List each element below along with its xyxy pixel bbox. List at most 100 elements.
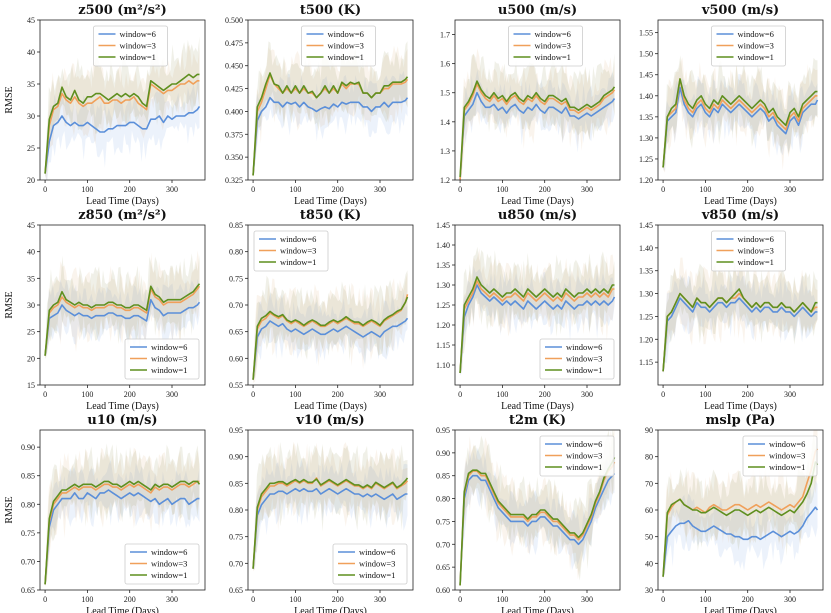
series-line-window-3: [459, 461, 616, 586]
y-tick-label: 1.10: [436, 361, 450, 370]
x-tick-label: 0: [458, 390, 462, 399]
subplot-title: t2m (K): [509, 413, 566, 428]
y-tick-label: 1.55: [639, 29, 653, 38]
x-tick-label: 0: [458, 595, 462, 604]
legend-label: window=6: [738, 234, 774, 244]
series-line-window-3: [459, 280, 615, 374]
band-window-6: [253, 70, 408, 177]
axes-frame: [454, 429, 621, 591]
legend-box: [711, 230, 786, 272]
x-tick-label: 300: [784, 595, 796, 604]
series-line-window-6: [44, 489, 200, 585]
band-window-3: [45, 447, 200, 587]
x-tick-label: 300: [374, 185, 386, 194]
y-tick-label: 1.15: [436, 341, 450, 350]
y-tick-label: 0.80: [229, 506, 243, 515]
y-tick-label: 1.20: [639, 176, 653, 185]
y-tick-label: 1.40: [639, 92, 653, 101]
y-tick-label: 0.400: [225, 107, 243, 116]
y-tick-label: 1.5: [440, 89, 450, 98]
y-tick-label: 1.20: [639, 335, 653, 344]
band-window-6: [663, 271, 818, 375]
x-axis-label: Lead Time (Days): [294, 606, 367, 613]
band-window-1: [253, 442, 408, 570]
legend-label: window=3: [566, 451, 602, 461]
y-tick-label: 1.20: [436, 321, 450, 330]
x-tick-label: 0: [43, 390, 47, 399]
plot-area: [44, 250, 201, 359]
y-tick-label: 1.45: [639, 71, 653, 80]
subplot-title: t500 (K): [300, 3, 361, 18]
x-tick-label: 100: [496, 595, 508, 604]
plot-area: [459, 48, 616, 180]
x-tick-label: 0: [251, 185, 255, 194]
plot-area: [44, 443, 201, 587]
series-line-window-1: [44, 480, 201, 585]
series-line-window-6: [662, 506, 819, 577]
legend-box: [539, 435, 615, 477]
subplot-8: u10 (m/s) 0.65 0.70 0.75 0.80 0.85 0.90 0 100 200…: [4, 413, 206, 613]
y-tick-label: 0.475: [225, 39, 243, 48]
plot-area: [459, 246, 616, 376]
x-axis-label: Lead Time (Days): [501, 606, 574, 613]
legend-label: window=6: [280, 234, 316, 244]
y-tick-label: 0.350: [225, 153, 243, 162]
legend-label: window=3: [535, 41, 571, 51]
series-line-window-3: [459, 83, 616, 180]
y-tick-label: 0.60: [436, 586, 450, 595]
y-tick-label: 1.35: [436, 261, 450, 270]
x-tick-label: 200: [742, 390, 754, 399]
band-window-1: [663, 435, 818, 580]
y-tick-label: 1.3: [440, 147, 450, 156]
x-axis-label: Lead Time (Days): [86, 606, 159, 613]
x-axis-label: Lead Time (Days): [704, 401, 777, 412]
y-axis-label: RMSE: [4, 291, 15, 318]
x-tick-label: 100: [699, 185, 711, 194]
y-tick-label: 0.70: [229, 559, 243, 568]
y-tick-label: 45: [27, 221, 35, 230]
subplot-title: v850 (m/s): [701, 208, 779, 223]
y-tick-label: 35: [27, 274, 35, 283]
series-line-window-3: [44, 285, 201, 356]
y-tick-label: 1.45: [436, 221, 450, 230]
y-tick-label: 0.75: [229, 274, 243, 283]
legend-box: [253, 230, 329, 272]
legend-label: window=1: [566, 462, 602, 472]
x-tick-label: 100: [289, 185, 301, 194]
series-line-window-1: [252, 296, 409, 380]
x-tick-label: 0: [661, 390, 665, 399]
x-tick-label: 100: [496, 185, 508, 194]
series-line-window-1: [252, 477, 409, 569]
series-line-window-3: [662, 78, 818, 168]
axes-frame: [247, 19, 414, 181]
legend-label: window=1: [280, 257, 316, 267]
legend-label: window=6: [359, 547, 395, 557]
x-tick-label: 200: [124, 185, 136, 194]
subplot-5: t850 (K) 0.55 0.60 0.65 0.70 0.75 0.80 0.85 0 100…: [229, 208, 414, 412]
plot-area: [662, 255, 818, 375]
band-window-3: [253, 441, 408, 572]
y-tick-label: 1.4: [440, 118, 450, 127]
legend-label: window=3: [328, 41, 364, 51]
y-tick-label: 1.25: [639, 155, 653, 164]
y-tick-label: 45: [27, 16, 35, 25]
y-tick-label: 0.425: [225, 85, 243, 94]
y-tick-label: 1.30: [436, 281, 450, 290]
band-window-6: [663, 480, 818, 579]
subplot-title: mslp (Pa): [706, 413, 776, 428]
y-tick-label: 1.45: [639, 221, 653, 230]
band-window-1: [460, 53, 615, 180]
series-line-window-6: [44, 105, 201, 174]
x-tick-label: 200: [332, 390, 344, 399]
x-tick-label: 0: [43, 595, 47, 604]
x-tick-label: 100: [81, 595, 93, 604]
series-line-window-6: [459, 284, 616, 374]
y-tick-label: 0.85: [229, 221, 243, 230]
band-window-3: [663, 57, 818, 173]
